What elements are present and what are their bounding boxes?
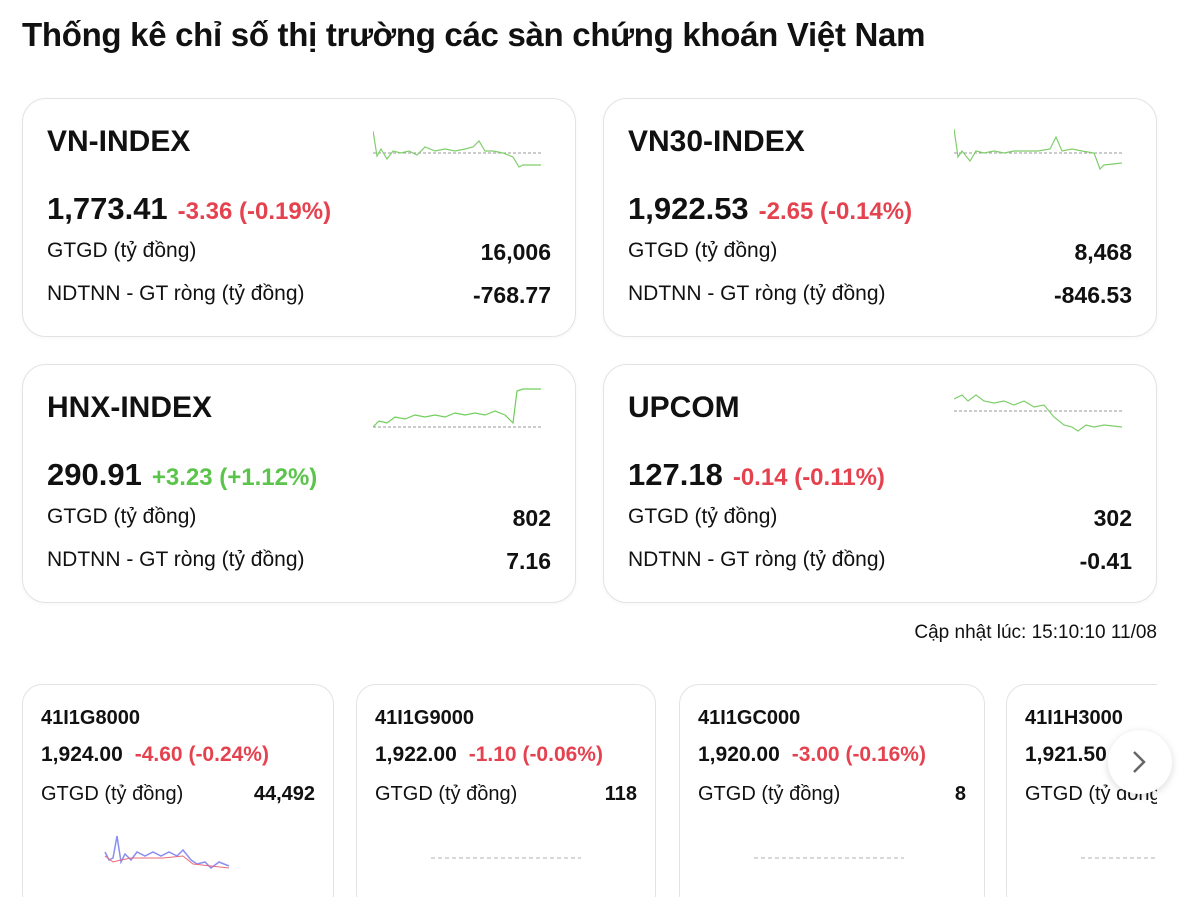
stat-row: GTGD (tỷ đồng) 8,468: [628, 239, 1132, 266]
futures-change: -4.60 (-0.24%): [134, 743, 269, 766]
stat-label: NDTNN - GT ròng (tỷ đồng): [628, 548, 886, 571]
page-title: Thống kê chỉ số thị trường các sàn chứng…: [22, 16, 926, 53]
stat-label: GTGD (tỷ đồng): [47, 505, 197, 528]
stat-label: GTGD (tỷ đồng): [628, 239, 778, 262]
index-name: HNX-INDEX: [47, 391, 213, 424]
index-value: 1,922.53 -2.65 (-0.14%): [628, 191, 913, 226]
futures-label: GTGD (tỷ đồng): [698, 783, 841, 805]
futures-name: 41I1G8000: [41, 707, 140, 729]
sparkline: [431, 857, 581, 859]
futures-row: GTGD (tỷ đồng) 8: [698, 783, 966, 806]
sparkline: [754, 857, 904, 859]
stat-value: 8,468: [1074, 239, 1132, 265]
index-value: 127.18 -0.14 (-0.11%): [628, 457, 885, 492]
futures-row: GTGD (tỷ đồng) 118: [375, 783, 637, 806]
stat-label: GTGD (tỷ đồng): [628, 505, 778, 528]
stat-value: 16,006: [480, 239, 551, 265]
stat-row: NDTNN - GT ròng (tỷ đồng) -0.41: [628, 548, 1132, 575]
futures-strip: 41I1G8000 1,924.00 -4.60 (-0.24%) GTGD (tỷ …: [0, 680, 1157, 897]
stat-value: -0.41: [1079, 548, 1132, 574]
stat-value: -768.77: [472, 282, 551, 308]
updated-time: Cập nhật lúc: 15:10:10 11/08: [914, 622, 1157, 643]
stat-row: NDTNN - GT ròng (tỷ đồng) -768.77: [47, 282, 551, 309]
index-name: VN30-INDEX: [628, 125, 805, 158]
stat-value: 802: [512, 505, 551, 531]
sparkline: [104, 835, 230, 869]
stat-label: GTGD (tỷ đồng): [47, 239, 197, 262]
futures-label: GTGD (tỷ đồng): [375, 783, 518, 805]
index-change: -2.65 (-0.14%): [758, 198, 913, 225]
index-change: -3.36 (-0.19%): [177, 198, 332, 225]
stat-row: NDTNN - GT ròng (tỷ đồng) -846.53: [628, 282, 1132, 309]
sparkline: [373, 388, 541, 428]
stat-value: 302: [1093, 505, 1132, 531]
sparkline: [954, 128, 1123, 171]
stat-row: GTGD (tỷ đồng) 16,006: [47, 239, 551, 266]
index-value: 1,773.41 -3.36 (-0.19%): [47, 191, 332, 226]
futures-name: 41I1G9000: [375, 707, 474, 729]
index-card[interactable]: HNX-INDEX 290.91 +3.23 (+1.12%) GTGD (tỷ đồ…: [22, 364, 576, 603]
futures-volume: 8: [954, 783, 966, 805]
index-change: -0.14 (-0.11%): [732, 464, 885, 491]
futures-value: 1,920.00 -3.00 (-0.16%): [698, 743, 926, 766]
stat-value: -846.53: [1053, 282, 1132, 308]
stat-row: GTGD (tỷ đồng) 302: [628, 505, 1132, 532]
futures-volume: 44,492: [253, 783, 315, 805]
next-button[interactable]: [1108, 730, 1172, 794]
futures-change: -1.10 (-0.06%): [468, 743, 603, 766]
futures-row: GTGD (tỷ đồng) 44,492: [41, 783, 315, 806]
index-card[interactable]: VN-INDEX 1,773.41 -3.36 (-0.19%) GTGD (tỷ đ…: [22, 98, 576, 337]
futures-value: 1,922.00 -1.10 (-0.06%): [375, 743, 603, 766]
stat-label: NDTNN - GT ròng (tỷ đồng): [628, 282, 886, 305]
index-name: VN-INDEX: [47, 125, 191, 158]
futures-value: 1,924.00 -4.60 (-0.24%): [41, 743, 269, 766]
index-card[interactable]: VN30-INDEX 1,922.53 -2.65 (-0.14%) GTGD (tỷ…: [603, 98, 1157, 337]
index-card[interactable]: UPCOM 127.18 -0.14 (-0.11%) GTGD (tỷ đồng) 3…: [603, 364, 1157, 603]
index-change: +3.23 (+1.12%): [151, 464, 318, 491]
futures-label: GTGD (tỷ đồng): [41, 783, 184, 805]
futures-card[interactable]: 41I1GC000 1,920.00 -3.00 (-0.16%) GTGD (tỷ …: [679, 684, 985, 897]
futures-card[interactable]: 41I1G8000 1,924.00 -4.60 (-0.24%) GTGD (tỷ …: [22, 684, 334, 897]
futures-volume: 118: [604, 783, 637, 805]
next-icon: [1133, 751, 1146, 773]
sparkline: [373, 130, 541, 168]
index-value: 290.91 +3.23 (+1.12%): [47, 457, 318, 492]
futures-card[interactable]: 41I1G9000 1,922.00 -1.10 (-0.06%) GTGD (tỷ …: [356, 684, 656, 897]
sparkline: [954, 394, 1123, 432]
stat-row: GTGD (tỷ đồng) 802: [47, 505, 551, 532]
futures-name: 41I1H3000: [1025, 707, 1123, 729]
stat-label: NDTNN - GT ròng (tỷ đồng): [47, 548, 305, 571]
stat-row: NDTNN - GT ròng (tỷ đồng) 7.16: [47, 548, 551, 575]
stat-value: 7.16: [506, 548, 551, 574]
futures-name: 41I1GC000: [698, 707, 801, 729]
sparkline: [1081, 857, 1157, 859]
index-name: UPCOM: [628, 391, 740, 424]
futures-change: -3.00 (-0.16%): [791, 743, 926, 766]
stat-label: NDTNN - GT ròng (tỷ đồng): [47, 282, 305, 305]
